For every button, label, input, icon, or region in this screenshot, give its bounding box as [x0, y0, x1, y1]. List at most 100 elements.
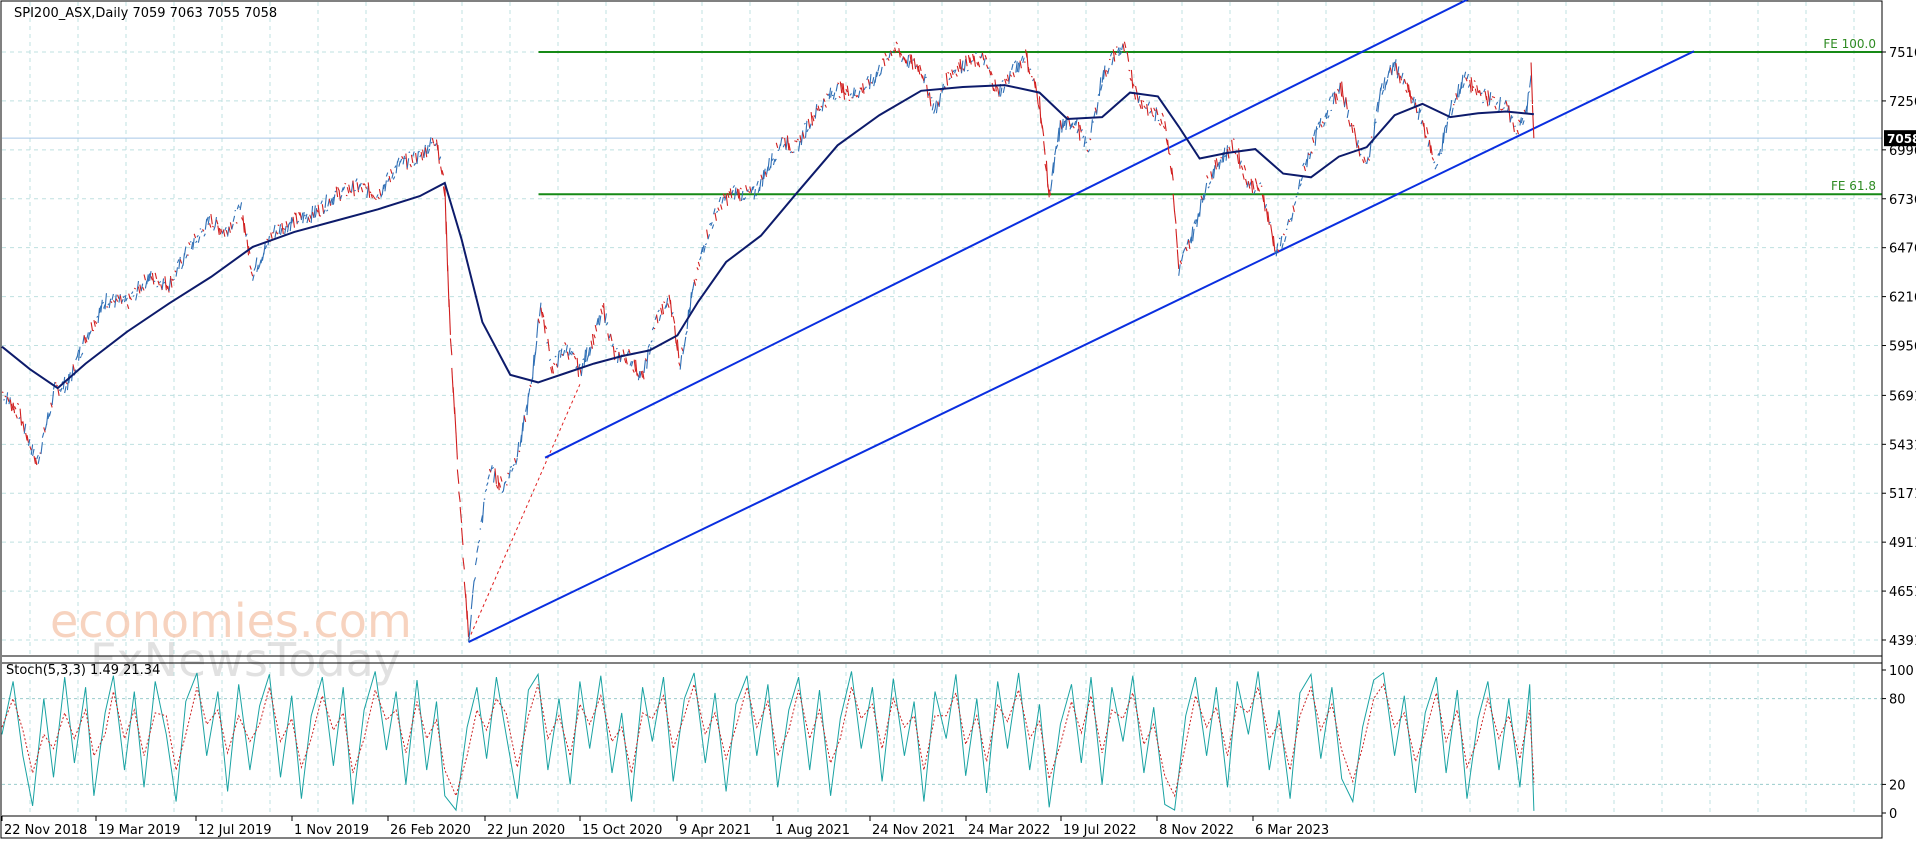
price-segment — [1397, 66, 1398, 78]
price-segment — [1208, 186, 1209, 188]
price-segment — [793, 152, 794, 153]
price-segment — [547, 342, 548, 343]
price-segment — [175, 271, 176, 273]
price-segment — [1046, 161, 1047, 188]
price-segment — [1159, 123, 1160, 125]
price-segment — [105, 293, 106, 309]
grid — [2, 2, 1882, 815]
price-segment — [361, 187, 362, 192]
price-segment — [1353, 125, 1354, 126]
price-segment — [2, 392, 3, 393]
price-segment — [265, 245, 266, 249]
price-segment — [680, 355, 681, 369]
price-segment — [116, 299, 117, 302]
price-segment — [1119, 48, 1120, 56]
price-segment — [864, 87, 865, 90]
price-segment — [1138, 96, 1139, 103]
price-segment — [395, 166, 396, 168]
price-segment — [1474, 81, 1475, 82]
price-segment — [1076, 119, 1077, 126]
price-segment — [158, 281, 159, 285]
price-segment — [712, 224, 713, 228]
price-segment — [790, 151, 791, 152]
price-segment — [932, 103, 933, 110]
price-segment — [833, 92, 834, 99]
price-segment — [885, 53, 886, 56]
price-segment — [197, 235, 198, 237]
price-segment — [194, 234, 195, 238]
price-segment — [157, 286, 158, 287]
x-tick-label: 24 Mar 2022 — [968, 823, 1050, 838]
price-segment — [138, 287, 139, 294]
price-segment — [282, 223, 283, 234]
price-segment — [909, 61, 910, 68]
price-segment — [370, 192, 371, 193]
price-segment — [1303, 163, 1304, 166]
price-segment — [1062, 119, 1063, 133]
price-segment — [1246, 179, 1247, 185]
price-segment — [1258, 188, 1259, 192]
price-segment — [1399, 73, 1400, 83]
price-segment — [159, 281, 160, 282]
price-segment — [460, 507, 461, 523]
price-segment — [49, 411, 50, 416]
price-segment — [211, 214, 212, 224]
price-segment — [1300, 184, 1301, 187]
price-segment — [1441, 153, 1442, 154]
price-segment — [347, 187, 348, 193]
price-segment — [271, 233, 272, 239]
price-segment — [1463, 83, 1464, 88]
price-segment — [371, 194, 372, 198]
price-segment — [811, 112, 812, 126]
price-segment — [1255, 178, 1256, 184]
price-segment — [333, 194, 334, 204]
price-segment — [240, 202, 241, 210]
x-tick-label: 19 Jul 2022 — [1063, 823, 1137, 838]
price-segment — [204, 234, 205, 237]
price-segment — [1343, 96, 1344, 106]
price-segment — [654, 328, 655, 329]
price-segment — [1283, 234, 1284, 235]
price-segment — [1130, 78, 1131, 81]
price-segment — [152, 273, 153, 285]
price-segment — [677, 339, 678, 358]
price-segment — [817, 108, 818, 110]
price-segment — [1000, 88, 1001, 97]
price-segment — [1123, 44, 1124, 52]
price-segment — [1493, 97, 1494, 98]
price-segment — [705, 244, 706, 245]
price-segment — [726, 194, 727, 206]
price-segment — [521, 423, 522, 443]
price-segment — [1527, 93, 1528, 113]
price-segment — [141, 284, 142, 291]
price-segment — [1012, 64, 1013, 70]
price-segment — [902, 58, 903, 62]
price-segment — [1104, 66, 1105, 80]
price-segment — [214, 226, 215, 230]
price-segment — [492, 467, 493, 468]
price-segment — [1413, 97, 1414, 103]
price-segment — [1243, 174, 1244, 180]
price-segment — [293, 217, 294, 228]
price-segment — [1042, 125, 1043, 136]
price-segment — [136, 293, 137, 300]
price-segment — [91, 322, 92, 331]
price-segment — [112, 294, 113, 300]
price-segment — [929, 93, 930, 107]
price-segment — [113, 300, 114, 302]
price-segment — [961, 61, 962, 74]
price-segment — [570, 351, 571, 354]
price-segment — [637, 373, 638, 377]
price-segment — [162, 278, 163, 289]
price-segment — [304, 215, 305, 216]
price-segment — [1175, 212, 1176, 224]
price-segment — [310, 215, 311, 219]
price-segment — [132, 292, 133, 294]
price-segment — [8, 397, 9, 402]
price-segment — [1219, 160, 1220, 170]
price-segment — [207, 217, 208, 222]
price-segment — [1374, 119, 1375, 139]
price-segment — [374, 197, 375, 199]
price-segment — [359, 184, 360, 190]
price-segment — [715, 213, 716, 221]
